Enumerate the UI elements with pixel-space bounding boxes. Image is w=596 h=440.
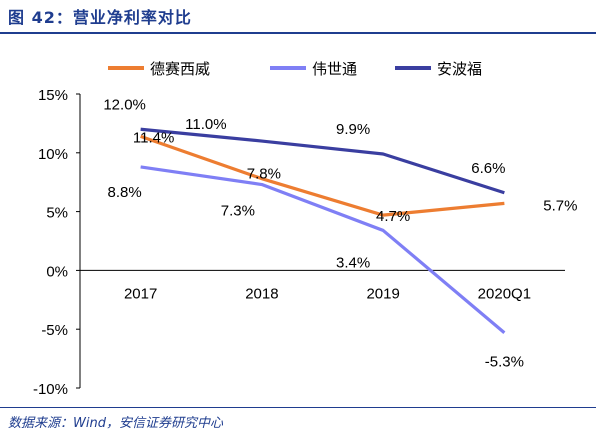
y-tick-label: 10% [38,146,68,163]
legend-label: 德赛西威 [150,60,210,78]
data-label: 7.8% [247,166,281,183]
data-label: 9.9% [336,121,370,138]
data-label: -5.3% [485,354,524,371]
data-label: 7.3% [221,203,255,220]
x-tick-label: 2017 [124,285,157,302]
title-bar: 图 42：营业净利率对比 [0,0,596,32]
data-label: 8.8% [108,184,142,201]
legend-label: 安波福 [437,61,482,78]
data-label: 3.4% [336,254,370,271]
y-tick-label: -5% [41,322,68,339]
data-label: 12.0% [103,96,146,113]
data-label: 5.7% [543,197,577,214]
y-tick-label: 15% [38,87,68,104]
source-note: 数据来源：Wind，安信证券研究中心 [8,416,223,431]
y-tick-label: 5% [46,205,68,222]
x-tick-label: 2018 [245,285,278,302]
series-line-1 [140,134,505,217]
data-label: 6.6% [471,160,505,177]
legend-label: 伟世通 [312,61,357,78]
y-tick-label: 0% [46,263,68,280]
x-tick-label: 2019 [366,285,399,302]
data-label: 11.4% [133,129,174,146]
data-label: 4.7% [376,208,410,225]
series-line-3 [140,127,505,195]
figure-title: 图 42：营业净利率对比 [8,8,192,27]
source-divider [0,407,596,408]
y-tick-label: -10% [33,381,68,398]
series-line-2 [140,165,506,334]
x-tick-label: 2020Q1 [478,285,531,302]
data-label: 11.0% [185,116,226,133]
title-divider [0,32,596,34]
